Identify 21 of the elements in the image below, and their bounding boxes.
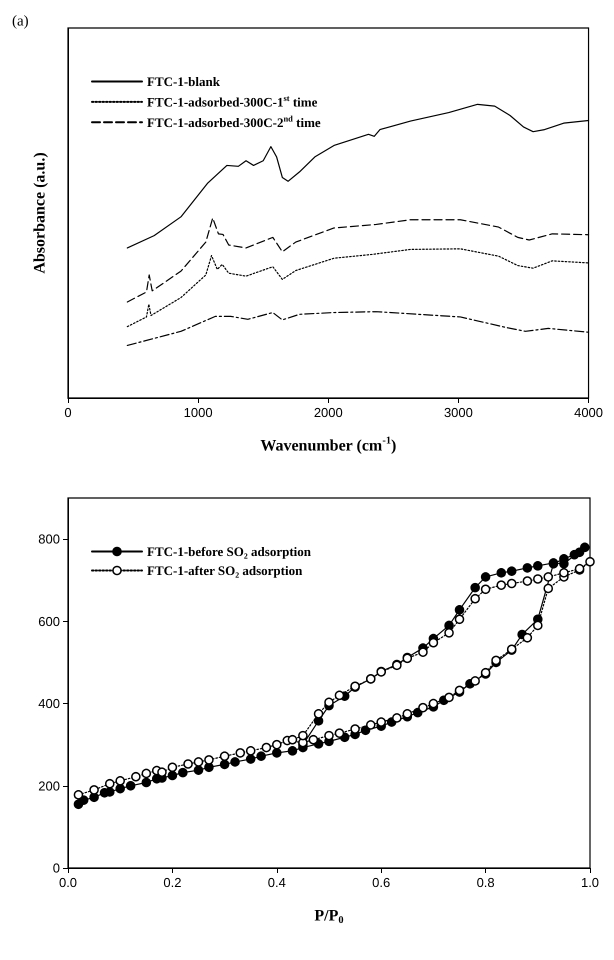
x-tick-label: 0 xyxy=(64,405,72,420)
x-tick-label: 1.0 xyxy=(580,875,600,890)
text: (a) xyxy=(12,14,29,30)
x-tick-label: 4000 xyxy=(574,405,603,420)
y-axis-title: Absorbance (a.u.) xyxy=(32,152,48,274)
legend-label: FTC-1-after SO₂ adsorption xyxy=(147,563,304,578)
x-tick-label: 0.4 xyxy=(268,875,286,890)
y-tick-label: 200 xyxy=(38,778,60,794)
y-tick-label: 600 xyxy=(38,614,60,629)
x-tick-label: 0.6 xyxy=(372,875,390,890)
legend-label: FTC-1-blank xyxy=(147,74,221,89)
y-tick-label: 400 xyxy=(38,696,60,712)
legend-label: FTC-1-before SO₂ adsorption xyxy=(147,544,312,559)
y-tick-label: 800 xyxy=(38,532,60,547)
x-tick-label: 0.0 xyxy=(58,875,78,890)
y-tick-label: 0 xyxy=(52,860,60,876)
x-tick-label: 3000 xyxy=(444,405,473,420)
x-tick-label: 0.2 xyxy=(163,875,182,890)
x-tick-label: 0.8 xyxy=(476,875,495,890)
x-tick-label: 2000 xyxy=(314,405,343,420)
x-tick-label: 1000 xyxy=(184,405,213,420)
